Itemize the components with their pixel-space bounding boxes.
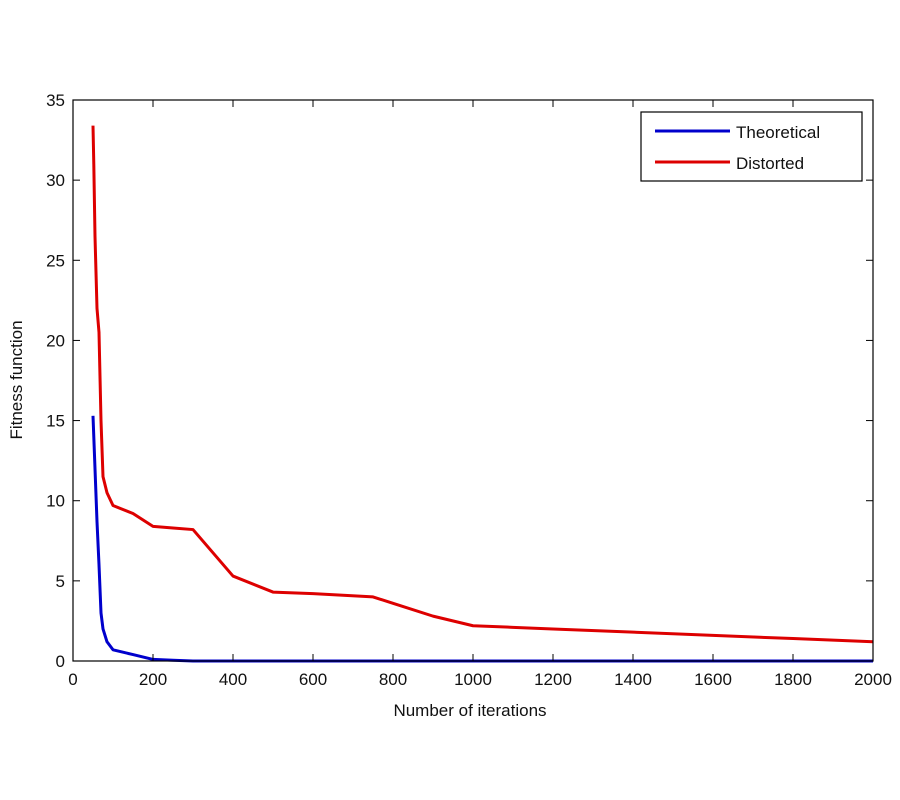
y-tick-label: 20 — [46, 331, 65, 350]
legend-label-theoretical: Theoretical — [736, 123, 820, 142]
x-tick-label: 800 — [379, 670, 407, 689]
x-tick-label: 1400 — [614, 670, 652, 689]
x-axis-label: Number of iterations — [393, 701, 546, 720]
x-tick-label: 1000 — [454, 670, 492, 689]
x-tick-label: 600 — [299, 670, 327, 689]
legend: Theoretical Distorted — [640, 111, 863, 182]
y-axis-label: Fitness function — [7, 320, 26, 439]
y-tick-label: 30 — [46, 171, 65, 190]
plot-frame — [72, 99, 874, 662]
y-tick-label: 0 — [56, 652, 65, 671]
x-tick-label: 1200 — [534, 670, 572, 689]
y-tick-label: 10 — [46, 492, 65, 511]
y-tick-label: 15 — [46, 412, 65, 431]
y-tick-label: 5 — [56, 572, 65, 591]
series-line-theoretical — [91, 415, 873, 663]
series-line-distorted — [91, 125, 874, 644]
x-tick-label: 1800 — [774, 670, 812, 689]
x-tick-label: 400 — [219, 670, 247, 689]
x-tick-label: 1600 — [694, 670, 732, 689]
legend-label-distorted: Distorted — [736, 154, 804, 173]
y-tick-label: 25 — [46, 251, 65, 270]
x-tick-label: 200 — [139, 670, 167, 689]
x-tick-label: 0 — [68, 670, 77, 689]
x-tick-label: 2000 — [854, 670, 892, 689]
y-tick-label: 35 — [46, 91, 65, 110]
